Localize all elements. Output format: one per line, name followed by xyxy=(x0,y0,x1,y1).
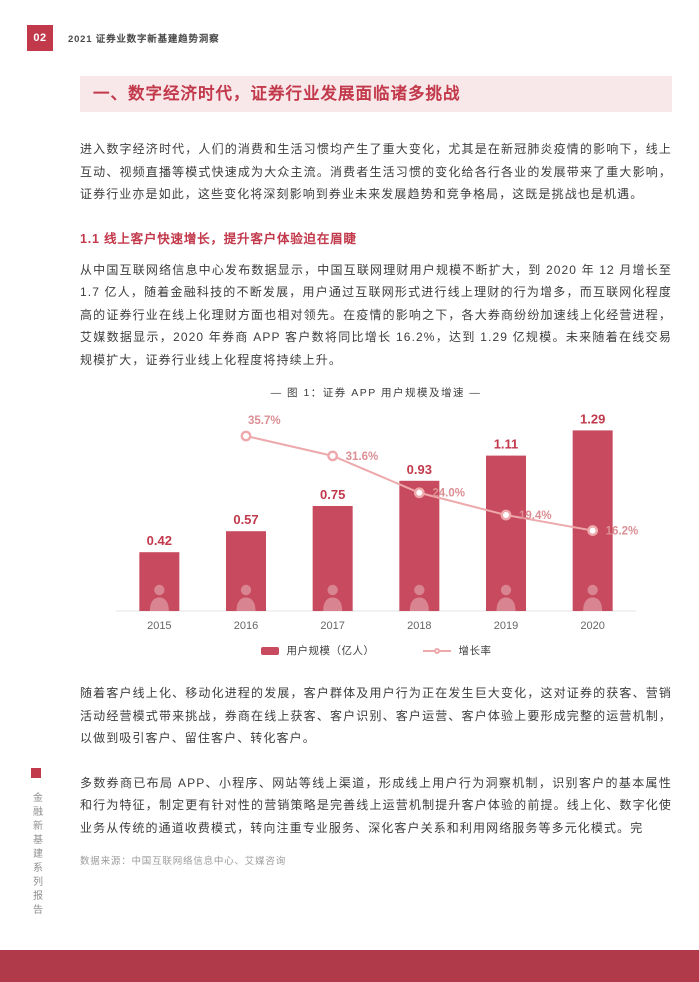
page-number-badge: 02 xyxy=(27,25,53,51)
line-legend-icon xyxy=(422,647,451,654)
legend-label-growth: 增长率 xyxy=(458,645,492,657)
x-axis-label: 2015 xyxy=(147,620,171,632)
growth-marker xyxy=(500,509,512,521)
legend-dot-icon xyxy=(433,647,440,654)
growth-value-label: 16.2% xyxy=(606,526,639,538)
data-source-note: 数据来源：中国互联网络信息中心、艾媒咨询 xyxy=(80,856,287,867)
section-title: 一、数字经济时代，证券行业发展面临诸多挑战 xyxy=(80,76,672,112)
person-icon xyxy=(149,584,169,611)
growth-value-label: 35.7% xyxy=(248,415,281,427)
x-axis-label: 2017 xyxy=(320,620,344,632)
growth-value-label: 19.4% xyxy=(519,510,552,522)
legend-label-users: 用户规模（亿人） xyxy=(286,645,375,657)
x-axis-label: 2020 xyxy=(580,620,604,632)
subsection-paragraph: 从中国互联网络信息中心发布数据显示，中国互联网理财用户规模不断扩大，到 2020… xyxy=(80,262,672,367)
bar-value-label: 0.57 xyxy=(233,512,258,527)
bar-value-label: 1.11 xyxy=(494,437,519,452)
bar-value-label: 0.75 xyxy=(320,487,345,502)
growth-marker xyxy=(327,450,339,462)
analysis-paragraph-2: 多数券商已布局 APP、小程序、网站等线上渠道，形成线上用户行为洞察机制，识别客… xyxy=(80,775,672,835)
bar xyxy=(572,430,613,611)
x-axis-label: 2016 xyxy=(234,620,258,632)
main-content: 一、数字经济时代，证券行业发展面临诸多挑战 进入数字经济时代，人们的消费和生活习… xyxy=(80,76,672,867)
bar xyxy=(486,455,526,611)
bar-value-label: 0.42 xyxy=(147,533,172,548)
bar xyxy=(399,480,440,611)
person-icon xyxy=(496,584,516,611)
chart-svg: 0.42 2015 0.57 2016 0.75 2017 0.93 2018 1.11 2019… xyxy=(116,411,639,632)
intro-paragraph: 进入数字经济时代，人们的消费和生活习惯均产生了重大变化，尤其是在新冠肺炎疫情的影… xyxy=(80,142,672,201)
person-icon xyxy=(236,584,256,611)
growth-marker xyxy=(240,430,252,442)
subsection-title: 1.1 线上客户快速增长，提升客户体验迫在眉睫 xyxy=(80,231,357,246)
person-icon xyxy=(583,584,603,611)
growth-value-label: 31.6% xyxy=(346,451,379,463)
bar xyxy=(312,506,353,611)
growth-marker xyxy=(587,525,599,536)
bar-value-label: 0.93 xyxy=(407,462,432,477)
side-rail: 金融新基建系列报告 xyxy=(29,768,43,918)
growth-marker xyxy=(413,487,425,499)
x-axis-label: 2018 xyxy=(407,620,431,632)
analysis-paragraph-1: 随着客户线上化、移动化进程的发展，客户群体及用户行为正在发生巨大变化，这对证券的… xyxy=(80,686,672,745)
report-header-title: 2021 证券业数字新基建趋势洞察 xyxy=(68,34,220,45)
bar-value-label: 1.29 xyxy=(580,411,605,426)
page-header: 02 2021 证券业数字新基建趋势洞察 xyxy=(27,25,219,51)
chart-legend: 用户规模（亿人） 增长率 xyxy=(80,643,672,658)
x-axis-label: 2019 xyxy=(494,620,518,632)
report-series-label: 金融新基建系列报告 xyxy=(30,792,42,918)
side-marker-square xyxy=(31,768,41,778)
person-icon xyxy=(323,584,343,611)
legend-item-growth: 增长率 xyxy=(422,643,492,658)
chart-caption: — 图 1：证券 APP 用户规模及增速 — xyxy=(270,387,482,399)
footer-bar xyxy=(0,950,699,982)
bar xyxy=(226,531,266,611)
legend-item-users: 用户规模（亿人） xyxy=(260,643,375,658)
bar-legend-icon xyxy=(260,646,279,655)
person-icon xyxy=(409,584,429,611)
growth-value-label: 24.0% xyxy=(432,488,465,500)
bar xyxy=(139,552,180,611)
